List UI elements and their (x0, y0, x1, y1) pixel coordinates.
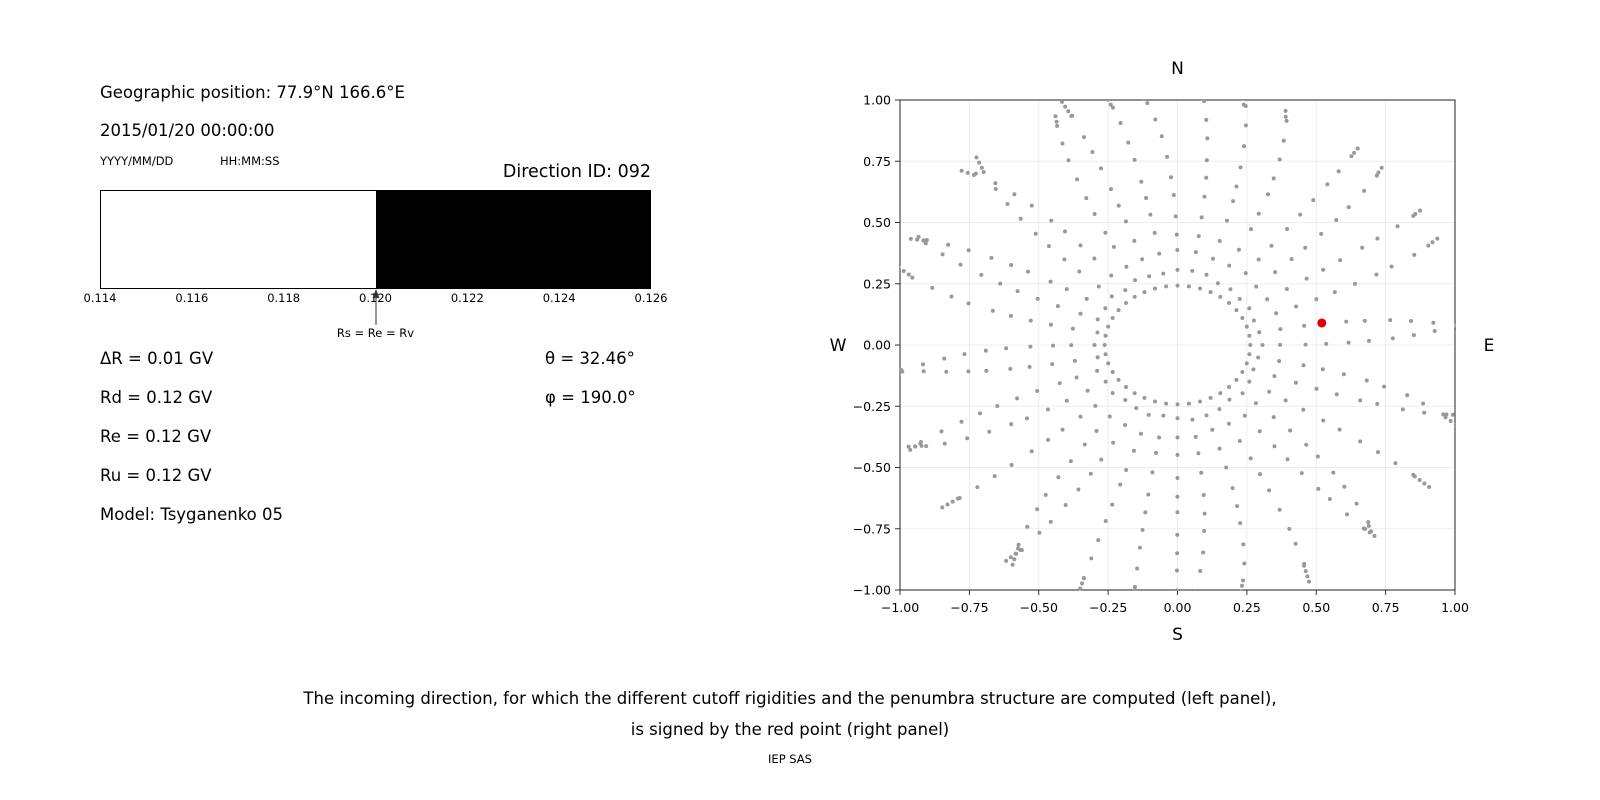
x-tick-label: 0.75 (1372, 600, 1400, 615)
rigidity-values: ΔR = 0.01 GV θ = 32.46° Rd = 0.12 GV φ =… (100, 349, 651, 544)
left-panel: Geographic position: 77.9°N 166.6°E 2015… (84, 83, 668, 544)
y-tick-label: 0.25 (863, 276, 891, 291)
x-tick-label: −0.50 (1020, 600, 1058, 615)
x-tick-label: 0.25 (1233, 600, 1261, 615)
figure-caption: The incoming direction, for which the di… (0, 683, 1580, 745)
y-tick-label: −0.75 (853, 521, 891, 536)
value-row: Re = 0.12 GV (100, 427, 651, 466)
x-tick-label: 0.114 (83, 291, 117, 305)
rd-value: Rd = 0.12 GV (100, 388, 213, 407)
y-tick-label: 0.50 (863, 215, 891, 230)
x-tick-label: −0.75 (950, 600, 988, 615)
x-tick-label: 1.00 (1441, 600, 1469, 615)
re-value: Re = 0.12 GV (100, 427, 212, 446)
red-point-marker (1317, 318, 1327, 328)
datetime: 2015/01/20 00:00:00 (100, 121, 275, 140)
y-tick-label: −1.00 (853, 583, 891, 598)
y-tick-label: −0.25 (853, 399, 891, 414)
y-tick-label: 0.75 (863, 154, 891, 169)
penumbra-segment (375, 191, 650, 288)
delta-r-value: ΔR = 0.01 GV (100, 349, 214, 368)
y-tick-label: 1.00 (863, 93, 891, 108)
x-tick-label: 0.118 (267, 291, 301, 305)
direction-id: Direction ID: 092 (502, 162, 651, 182)
x-tick-label: 0.124 (542, 291, 576, 305)
x-tick-label: −1.00 (881, 600, 919, 615)
credit-label: IEP SAS (768, 752, 812, 766)
ru-value: Ru = 0.12 GV (100, 466, 212, 485)
penumbra-bar-chart (100, 190, 651, 289)
marker-label: Rs = Re = Rv (336, 326, 415, 340)
date-format-label: YYYY/MM/DD (100, 154, 174, 168)
direction-scatter-panel: −1.00 −0.75 −0.50 −0.25 0.00 0.25 0.50 0.75 1.00… (800, 40, 1500, 665)
asymptotic-direction-dots (899, 99, 1456, 591)
x-tick-label: 0.00 (1164, 600, 1192, 615)
caption-line-2: is signed by the red point (right panel) (630, 720, 950, 739)
x-tick-label: 0.126 (634, 291, 668, 305)
value-row: ΔR = 0.01 GV θ = 32.46° (100, 349, 651, 388)
value-row: Ru = 0.12 GV (100, 466, 651, 505)
x-tick-label: 0.50 (1302, 600, 1330, 615)
compass-south-label: S (1172, 625, 1183, 645)
compass-west-label: W (830, 336, 847, 356)
phi-value: φ = 190.0° (545, 388, 636, 407)
y-tick-label: 0.00 (863, 338, 891, 353)
geographic-position: Geographic position: 77.9°N 166.6°E (100, 83, 405, 102)
marker-arrow-icon (372, 289, 379, 325)
y-tick-label: −0.50 (853, 460, 891, 475)
direction-scatter-plot: −1.00 −0.75 −0.50 −0.25 0.00 0.25 0.50 0.75 1.00… (830, 59, 1495, 645)
caption-line-1: The incoming direction, for which the di… (303, 689, 1277, 708)
time-format-label: HH:MM:SS (220, 154, 280, 168)
model-value: Model: Tsyganenko 05 (100, 505, 284, 524)
format-row: YYYY/MM/DD HH:MM:SS Direction ID: 092 (100, 154, 651, 182)
compass-north-label: N (1171, 59, 1184, 79)
compass-east-label: E (1484, 336, 1495, 356)
x-tick-label: 0.116 (175, 291, 209, 305)
x-tick-label: 0.122 (450, 291, 484, 305)
theta-value: θ = 32.46° (545, 349, 635, 368)
value-row: Model: Tsyganenko 05 (100, 505, 651, 544)
value-row: Rd = 0.12 GV φ = 190.0° (100, 388, 651, 427)
x-tick-label: −0.25 (1089, 600, 1127, 615)
penumbra-segment (101, 191, 376, 288)
